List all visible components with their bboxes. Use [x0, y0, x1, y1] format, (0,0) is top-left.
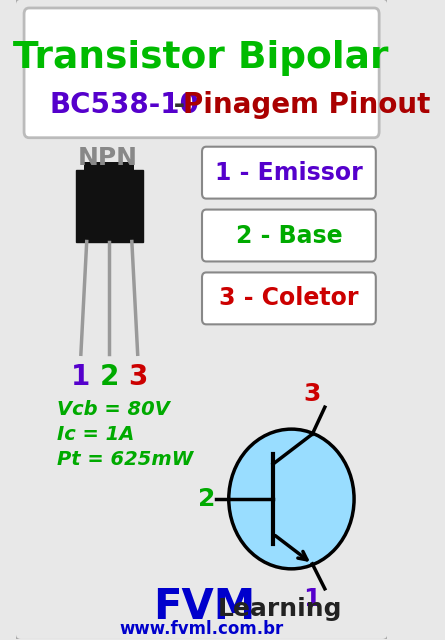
Text: 2: 2 — [100, 364, 119, 391]
Text: 1: 1 — [303, 587, 321, 611]
Ellipse shape — [229, 429, 354, 569]
Text: NPN: NPN — [77, 146, 138, 170]
Text: www.fvml.com.br: www.fvml.com.br — [119, 620, 283, 637]
Text: 3: 3 — [303, 382, 321, 406]
Text: 1: 1 — [71, 364, 90, 391]
FancyBboxPatch shape — [202, 209, 376, 262]
Text: FVM: FVM — [154, 586, 256, 628]
FancyBboxPatch shape — [202, 147, 376, 198]
Bar — [84, 162, 134, 172]
Text: 3: 3 — [128, 364, 147, 391]
FancyBboxPatch shape — [14, 0, 389, 640]
Text: Transistor Bipolar: Transistor Bipolar — [13, 40, 389, 76]
Text: Learning: Learning — [218, 596, 342, 621]
Text: Vcb = 80V: Vcb = 80V — [57, 399, 170, 419]
Text: 2 - Base: 2 - Base — [235, 223, 342, 248]
Text: BC538-10: BC538-10 — [49, 91, 199, 119]
Text: Ic = 1A: Ic = 1A — [57, 424, 135, 444]
Text: 1 - Emissor: 1 - Emissor — [215, 161, 363, 185]
Bar — [76, 170, 143, 241]
Text: Pt = 625mW: Pt = 625mW — [57, 449, 194, 468]
FancyBboxPatch shape — [24, 8, 379, 138]
Text: Pinagem Pinout: Pinagem Pinout — [183, 91, 430, 119]
Text: 3 - Coletor: 3 - Coletor — [219, 286, 359, 310]
Text: -: - — [164, 91, 195, 119]
FancyBboxPatch shape — [202, 273, 376, 324]
Text: 2: 2 — [198, 487, 215, 511]
